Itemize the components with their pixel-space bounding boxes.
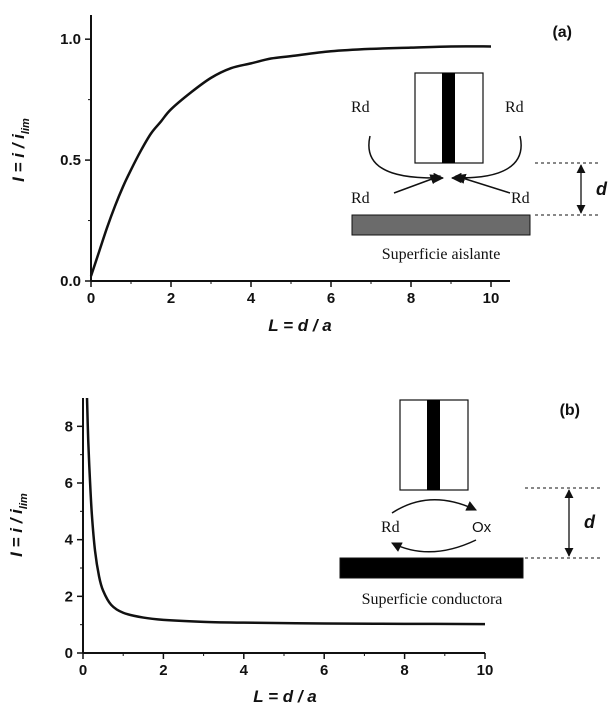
panel-b-label-rd: Rd <box>381 519 400 536</box>
panel-a-surface-label: Superficie aislante <box>382 246 501 263</box>
panel-a-x-tick-label: 2 <box>167 290 175 307</box>
panel-a-x-ticks: 0 2 4 6 8 10 <box>87 281 500 307</box>
panel-b-x-tick-label: 4 <box>240 662 249 679</box>
panel-b-electrode-wire <box>427 400 440 490</box>
panel-a-x-tick-label: 4 <box>247 290 256 307</box>
panel-b-arrow-top <box>391 499 477 514</box>
panel-b-y-tick-label: 2 <box>65 588 73 605</box>
panel-b-y-tick-label: 4 <box>65 532 74 549</box>
panel-b-y-axis-title: I = i / ilim <box>7 493 30 557</box>
svg-text:I = i / ilim: I = i / ilim <box>7 493 30 557</box>
panel-b-x-tick-label: 0 <box>79 662 87 679</box>
panel-b-y-tick-label: 8 <box>65 418 73 435</box>
panel-a-y-ticks: 0.0 0.5 1.0 <box>60 31 91 290</box>
panel-a-y-axis-title: I = i / ilim <box>9 118 32 182</box>
panel-b-series-line <box>85 397 486 626</box>
panel-b-x-tick-label: 6 <box>320 662 328 679</box>
panel-a-label-rd-3: Rd <box>351 190 370 207</box>
panel-a-y-axis-title-sub: lim <box>20 118 32 134</box>
panel-b-x-tick-label: 10 <box>477 662 494 679</box>
panel-b-y-tick-label: 0 <box>65 645 73 662</box>
panel-a-electrode-wire <box>442 73 455 163</box>
panel-a-x-axis-title: L = d / a <box>268 316 331 335</box>
panel-b-surface-label: Superficie conductora <box>362 591 503 608</box>
panel-a-y-tick-label: 0.5 <box>60 152 81 169</box>
panel-b-label: (b) <box>560 402 580 419</box>
panel-a-y-tick-label: 0.0 <box>60 273 81 290</box>
panel-a-dim-label: d <box>596 179 608 199</box>
panel-a-label-rd-1: Rd <box>351 99 370 116</box>
panel-b-x-tick-label: 2 <box>159 662 167 679</box>
panel-b-x-axis-title: L = d / a <box>253 687 316 706</box>
panel-a-y-tick-label: 1.0 <box>60 31 81 48</box>
panel-a-inset: Rd Rd Rd Rd Superficie aislante d <box>351 72 608 263</box>
panel-a-series-line <box>89 45 492 277</box>
svg-text:I = i / ilim: I = i / ilim <box>9 118 32 182</box>
panel-b-y-axis-title-sub: lim <box>18 493 30 509</box>
panel-a-x-tick-label: 6 <box>327 290 335 307</box>
panel-b-y-tick-label: 6 <box>65 475 73 492</box>
panel-a-label: (a) <box>552 24 572 41</box>
panel-b-inset: Rd Ox Superficie conductora d <box>339 399 600 608</box>
panel-a-arrow-right-bottom <box>454 173 511 194</box>
panel-a-label-rd-2: Rd <box>505 99 524 116</box>
panel-b-arrow-bottom <box>391 539 477 553</box>
panel-a-x-tick-label: 0 <box>87 290 95 307</box>
panel-a-label-rd-4: Rd <box>511 190 530 207</box>
panel-a: 0 2 4 6 8 10 0.0 0.5 1.0 (a) L = d / a I = i / … <box>9 15 608 335</box>
panel-b-conducting-surface <box>339 557 524 579</box>
panel-a-arrow-left-bottom <box>393 174 441 194</box>
panel-a-x-tick-label: 8 <box>407 290 415 307</box>
panel-a-y-axis-title-main: I = i / i <box>9 133 28 182</box>
panel-b-x-tick-label: 8 <box>400 662 408 679</box>
panel-b: 0 2 4 6 8 10 0 2 4 6 8 (b) L = d / a I = i / ilim… <box>7 397 600 706</box>
panel-b-x-ticks: 0 2 4 6 8 10 <box>79 653 494 679</box>
panel-a-x-tick-label: 10 <box>483 290 500 307</box>
panel-b-label-ox: Ox <box>472 519 492 536</box>
panel-b-y-ticks: 0 2 4 6 8 <box>65 418 83 662</box>
panel-a-insulating-surface <box>351 214 531 236</box>
panel-b-dim-label: d <box>584 512 596 532</box>
panel-a-axes <box>90 15 510 282</box>
panel-b-y-axis-title-main: I = i / i <box>7 508 26 557</box>
